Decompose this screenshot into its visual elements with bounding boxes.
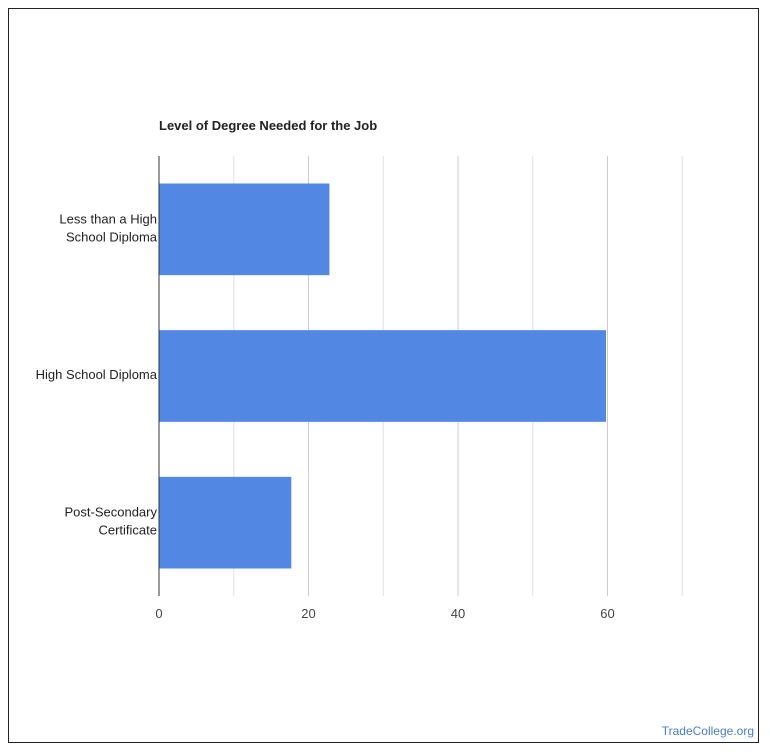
category-label-line: School Diploma: [66, 230, 158, 245]
category-label: Less than a High School Diploma: [59, 212, 157, 245]
x-tick-label: 40: [451, 606, 465, 621]
labels-layer: Less than a High School Diploma High Schoo…: [36, 212, 615, 621]
chart-title: Level of Degree Needed for the Job: [159, 118, 378, 133]
category-label: Post-Secondary Certificate: [65, 505, 158, 538]
x-tick-label: 20: [301, 606, 315, 621]
source-watermark[interactable]: TradeCollege.org: [661, 724, 754, 738]
category-label: High School Diploma: [36, 367, 158, 382]
category-label-line: High School Diploma: [36, 367, 158, 382]
category-label-line: Post-Secondary: [65, 505, 158, 520]
x-tick-label: 0: [155, 606, 162, 621]
bar-1: [159, 183, 330, 276]
bar-3: [159, 476, 292, 569]
x-tick-label: 60: [600, 606, 614, 621]
category-label-line: Less than a High: [59, 212, 157, 227]
category-label-line: Certificate: [98, 523, 157, 538]
bars-layer: [159, 183, 607, 569]
bar-2: [159, 330, 607, 422]
